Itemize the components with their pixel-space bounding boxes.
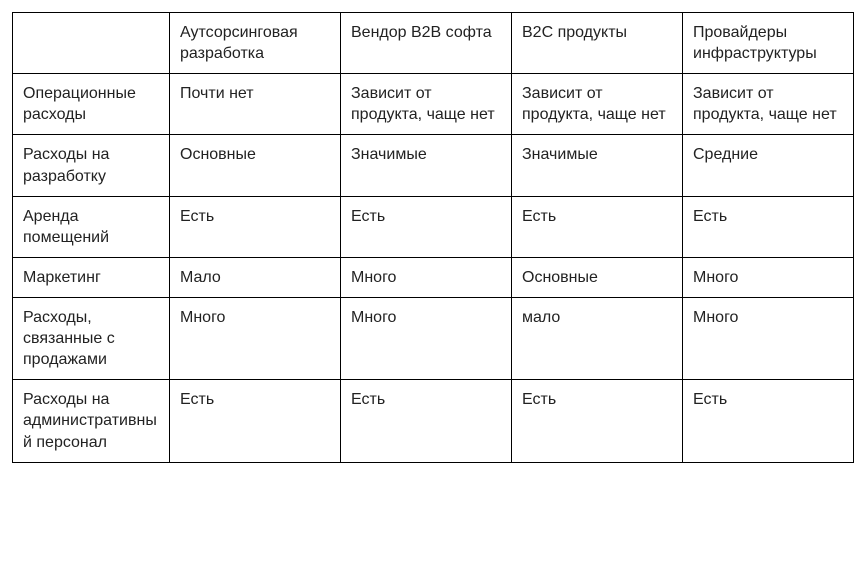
row-label: Расходы на разработку [13, 135, 170, 196]
table-row: Маркетинг Мало Много Основные Много [13, 257, 854, 297]
row-label: Операционные расходы [13, 74, 170, 135]
table-cell: Средние [683, 135, 854, 196]
row-label: Аренда помещений [13, 196, 170, 257]
header-col-2: Вендор B2B софта [341, 13, 512, 74]
table-cell: Много [683, 297, 854, 379]
header-col-1: Аутсорсинговая разработка [170, 13, 341, 74]
table-cell: Зависит от продукта, чаще нет [341, 74, 512, 135]
table-cell: Есть [683, 380, 854, 462]
expenses-table: Аутсорсинговая разработка Вендор B2B соф… [12, 12, 854, 463]
table-cell: Есть [170, 196, 341, 257]
table-cell: Много [341, 257, 512, 297]
table-cell: Почти нет [170, 74, 341, 135]
table-cell: Много [341, 297, 512, 379]
table-cell: Значимые [512, 135, 683, 196]
row-label: Маркетинг [13, 257, 170, 297]
header-empty [13, 13, 170, 74]
header-col-3: B2C продукты [512, 13, 683, 74]
table-cell: Значимые [341, 135, 512, 196]
table-cell: Много [170, 297, 341, 379]
row-label: Расходы, связанные с продажами [13, 297, 170, 379]
table-cell: Зависит от продукта, чаще нет [512, 74, 683, 135]
table-cell: Мало [170, 257, 341, 297]
row-label: Расходы на административный персонал [13, 380, 170, 462]
table-row: Операционные расходы Почти нет Зависит о… [13, 74, 854, 135]
table-cell: Есть [341, 196, 512, 257]
table-cell: Основные [170, 135, 341, 196]
table-cell: Есть [341, 380, 512, 462]
header-col-4: Провайдеры инфраструктуры [683, 13, 854, 74]
table-cell: Есть [170, 380, 341, 462]
table-row: Расходы, связанные с продажами Много Мно… [13, 297, 854, 379]
table-header-row: Аутсорсинговая разработка Вендор B2B соф… [13, 13, 854, 74]
table-cell: Есть [512, 196, 683, 257]
table-row: Расходы на административный персонал Ест… [13, 380, 854, 462]
table-cell: Много [683, 257, 854, 297]
table-cell: мало [512, 297, 683, 379]
table-row: Аренда помещений Есть Есть Есть Есть [13, 196, 854, 257]
table-row: Расходы на разработку Основные Значимые … [13, 135, 854, 196]
table-cell: Есть [512, 380, 683, 462]
table-cell: Основные [512, 257, 683, 297]
table-cell: Зависит от продукта, чаще нет [683, 74, 854, 135]
table-cell: Есть [683, 196, 854, 257]
